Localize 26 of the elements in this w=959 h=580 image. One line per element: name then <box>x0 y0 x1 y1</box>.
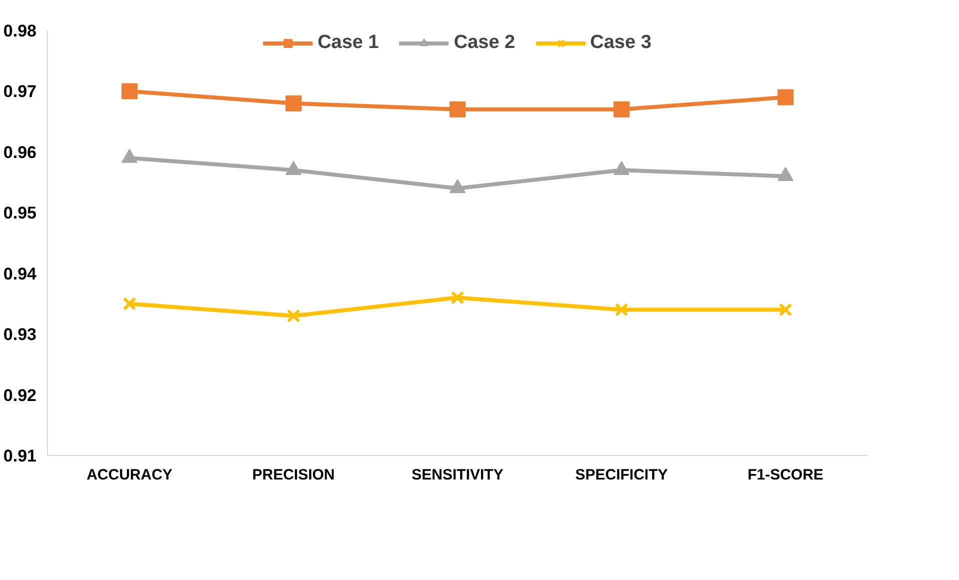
y-tick-label: 0.93 <box>3 325 37 344</box>
y-tick-label: 0.96 <box>3 142 37 162</box>
point <box>614 302 628 317</box>
point <box>122 296 136 311</box>
point <box>286 95 302 112</box>
x-tick-label: SENSITIVITY <box>412 466 504 484</box>
legend-label: Case 1 <box>318 32 379 54</box>
point <box>778 89 794 106</box>
y-tick-label: 0.98 <box>3 22 37 40</box>
legend-label: Case 2 <box>454 32 516 54</box>
legend-label: Case 3 <box>590 32 652 54</box>
y-tick-label: 0.91 <box>3 446 37 466</box>
x-tick-label: SPECIFICITY <box>575 466 668 484</box>
point <box>286 309 300 323</box>
x-tick-label: PRECISION <box>252 466 335 484</box>
y-tick-label: 0.94 <box>3 264 38 284</box>
point <box>778 302 792 317</box>
point <box>450 101 466 118</box>
y-tick-label: 0.97 <box>3 82 37 102</box>
point <box>122 83 138 100</box>
y-tick-label: 0.92 <box>3 386 37 405</box>
x-tick-label: ACCURACY <box>86 466 172 484</box>
point <box>450 290 464 304</box>
y-tick-label: 0.95 <box>3 204 37 223</box>
x-tick-label: F1-SCORE <box>748 466 824 484</box>
point <box>614 101 630 118</box>
